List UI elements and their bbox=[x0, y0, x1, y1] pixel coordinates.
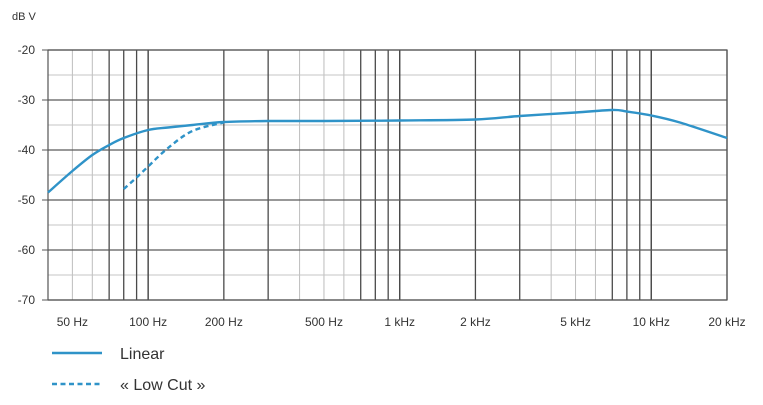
major-gridlines bbox=[48, 49, 728, 301]
legend-label-linear: Linear bbox=[120, 346, 165, 363]
minor-gridlines bbox=[47, 50, 727, 300]
y-tick-label: -40 bbox=[18, 143, 36, 157]
x-tick-label: 200 Hz bbox=[205, 315, 243, 329]
tick-labels: -20 -30 -40 -50 -60 -70 dB V 50 Hz 100 Hz 200 Hz 5… bbox=[12, 11, 746, 329]
x-tick-label: 5 kHz bbox=[560, 315, 591, 329]
y-tick-label: -70 bbox=[18, 293, 36, 307]
x-tick-label: 50 Hz bbox=[57, 315, 88, 329]
legend: Linear « Low Cut » bbox=[52, 346, 205, 394]
x-tick-label: 500 Hz bbox=[305, 315, 343, 329]
y-tick-label: -60 bbox=[18, 243, 36, 257]
x-tick-label: 1 kHz bbox=[384, 315, 415, 329]
series-layer bbox=[47, 108, 728, 194]
legend-label-low-cut: « Low Cut » bbox=[120, 377, 205, 394]
x-tick-label: 20 kHz bbox=[708, 315, 745, 329]
plot-frame bbox=[47, 49, 728, 301]
x-tick-label: 100 Hz bbox=[129, 315, 167, 329]
axes bbox=[42, 49, 728, 301]
x-tick-label: 2 kHz bbox=[460, 315, 491, 329]
series-line-low-cut bbox=[122, 121, 225, 190]
y-tick-label: -50 bbox=[18, 193, 36, 207]
y-tick-label: -30 bbox=[18, 93, 36, 107]
y-axis-label: dB V bbox=[12, 11, 37, 23]
y-tick-label: -20 bbox=[18, 43, 36, 57]
series-line-linear bbox=[47, 108, 728, 194]
x-tick-label: 10 kHz bbox=[633, 315, 670, 329]
